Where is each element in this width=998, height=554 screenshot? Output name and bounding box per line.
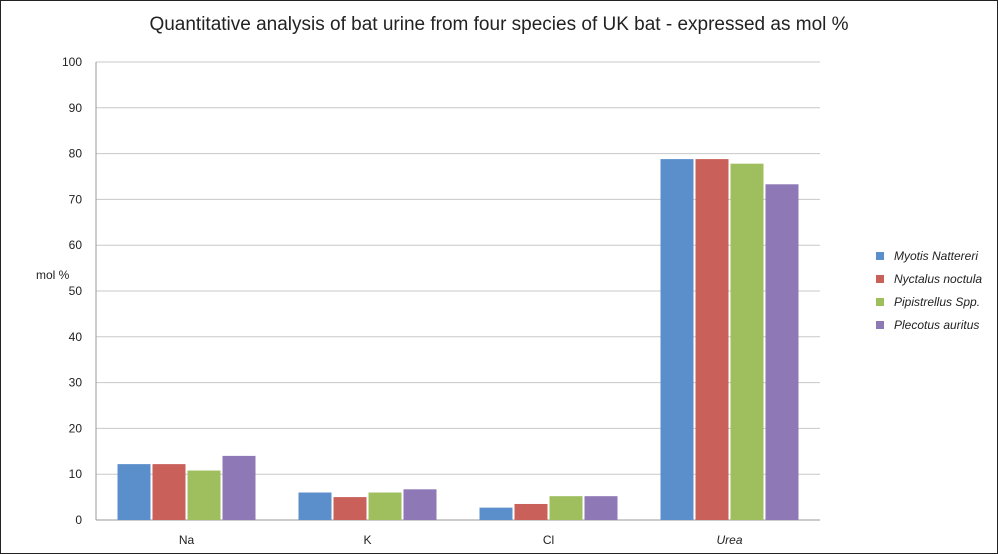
legend-label: Nyctalus noctula bbox=[894, 271, 983, 286]
bar bbox=[298, 492, 332, 520]
y-tick-label: 0 bbox=[75, 513, 82, 527]
legend-swatch bbox=[876, 274, 884, 283]
bar bbox=[187, 470, 221, 520]
y-tick-label: 100 bbox=[62, 55, 82, 69]
chart-title: Quantitative analysis of bat urine from … bbox=[149, 14, 849, 35]
x-category-label: Urea bbox=[716, 533, 742, 547]
x-category-label: Na bbox=[179, 533, 195, 547]
y-tick-label: 80 bbox=[69, 147, 83, 161]
legend-item: Plecotus auritus bbox=[876, 313, 982, 336]
x-axis-categories: Na K Cl Urea bbox=[179, 533, 743, 547]
bar bbox=[660, 159, 694, 520]
legend-item: Nyctalus noctula bbox=[876, 267, 982, 290]
bar bbox=[584, 496, 618, 520]
y-axis-ticks: 0 10 20 30 40 50 60 70 80 90 100 bbox=[62, 55, 82, 527]
y-tick-label: 20 bbox=[69, 421, 83, 435]
legend: Myotis Nattereri Nyctalus noctula Pipistre… bbox=[876, 244, 982, 336]
y-tick-label: 40 bbox=[69, 330, 83, 344]
y-tick-label: 60 bbox=[69, 238, 83, 252]
x-category-label: Cl bbox=[543, 533, 554, 547]
legend-label: Pipistrellus Spp. bbox=[894, 294, 981, 309]
bar bbox=[730, 163, 764, 520]
bar bbox=[514, 503, 548, 520]
y-tick-label: 70 bbox=[69, 192, 83, 206]
legend-swatch bbox=[876, 297, 884, 306]
bar bbox=[368, 492, 402, 520]
bar bbox=[152, 464, 186, 520]
legend-swatch bbox=[876, 320, 884, 329]
bar bbox=[479, 507, 513, 520]
legend-label: Myotis Nattereri bbox=[894, 248, 979, 263]
x-category-label: K bbox=[363, 533, 371, 547]
legend-label: Plecotus auritus bbox=[894, 317, 980, 332]
bar bbox=[117, 464, 151, 520]
bar bbox=[333, 497, 367, 520]
y-tick-label: 10 bbox=[69, 467, 83, 481]
bar bbox=[695, 159, 729, 520]
bars bbox=[117, 159, 799, 520]
bar bbox=[403, 489, 437, 520]
legend-item: Pipistrellus Spp. bbox=[876, 290, 982, 313]
bar bbox=[765, 184, 799, 520]
legend-item: Myotis Nattereri bbox=[876, 244, 982, 267]
y-tick-label: 50 bbox=[69, 284, 83, 298]
y-axis-label: mol % bbox=[36, 268, 70, 282]
bar bbox=[549, 496, 583, 520]
y-tick-label: 90 bbox=[69, 101, 83, 115]
y-tick-label: 30 bbox=[69, 376, 83, 390]
legend-swatch bbox=[876, 251, 884, 260]
bar bbox=[222, 455, 256, 520]
